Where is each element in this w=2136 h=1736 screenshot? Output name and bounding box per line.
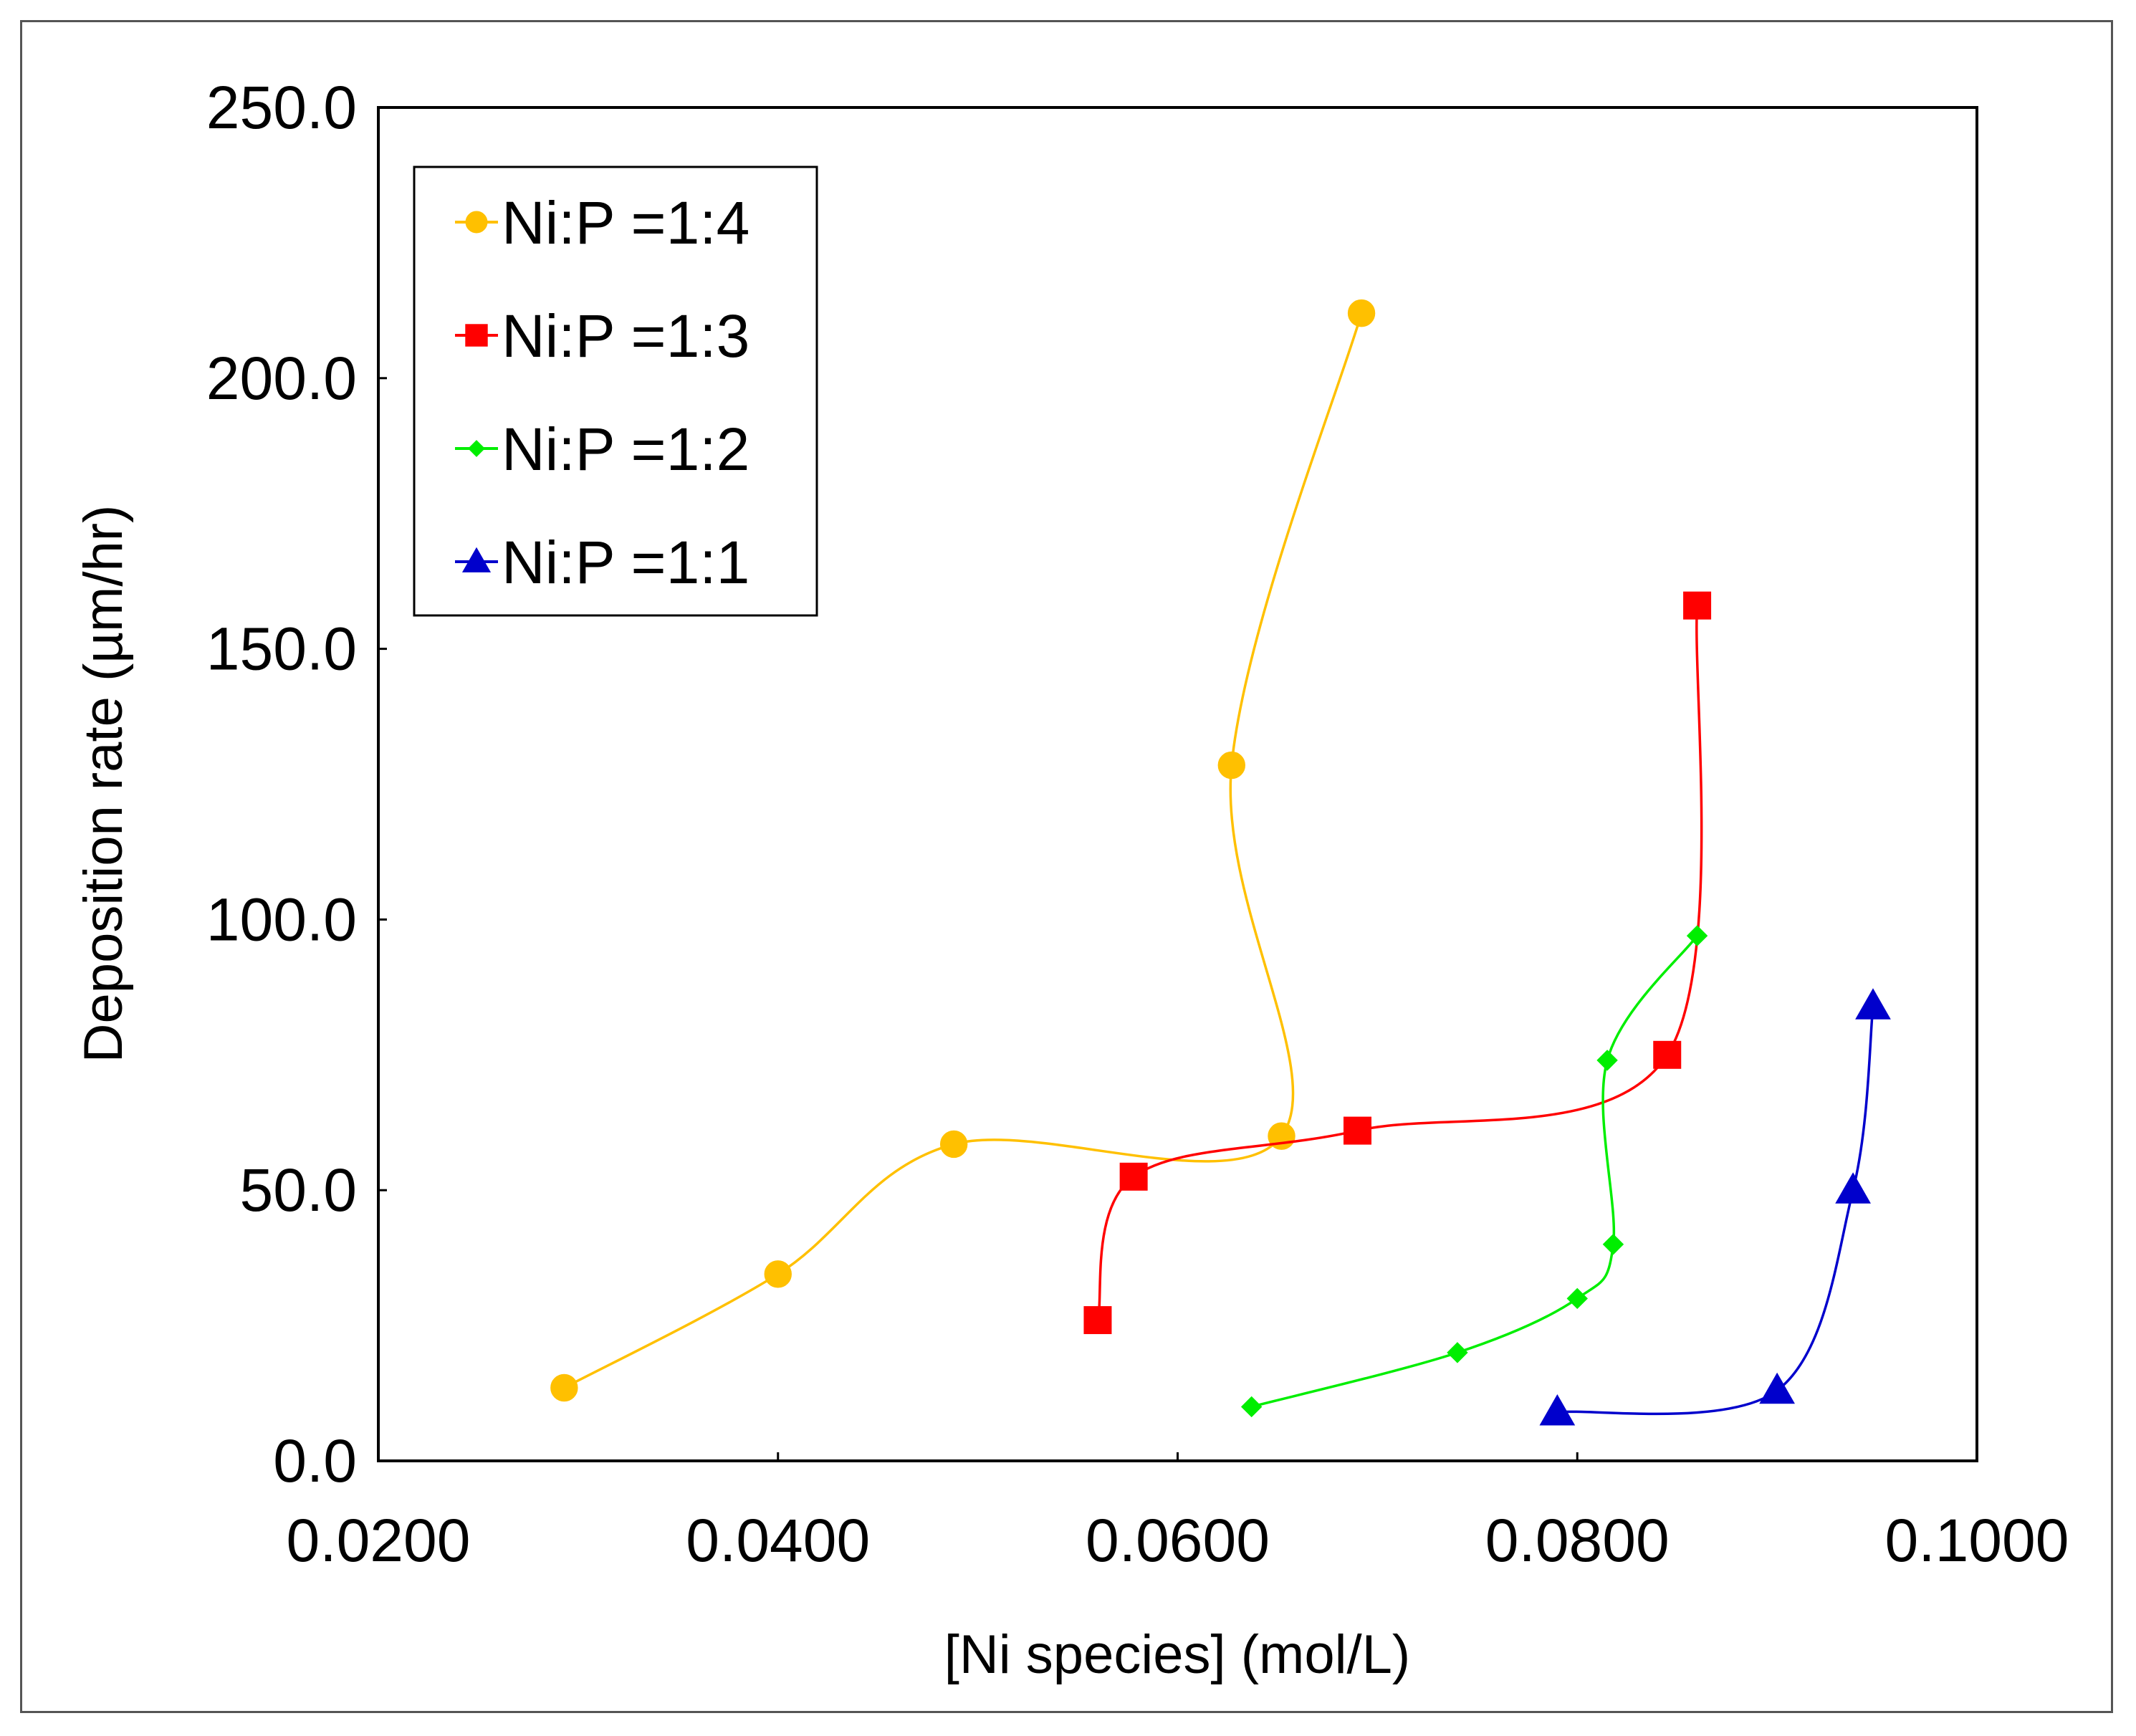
legend-box (413, 166, 818, 617)
legend-marker (465, 324, 488, 347)
x-tick-label: 0.1000 (1885, 1507, 2069, 1574)
data-point (1217, 751, 1245, 780)
data-point (1835, 1172, 1871, 1204)
data-point (1566, 1287, 1588, 1310)
data-point (1119, 1162, 1148, 1191)
data-point (1083, 1306, 1112, 1335)
series-4 (1539, 988, 1891, 1426)
legend-label: Ni:P =1:4 (502, 189, 749, 256)
figure-frame (20, 20, 2113, 1713)
data-point (1602, 1234, 1624, 1255)
y-axis-ticks: 0.0 50.0 100.0 150.0 200.0 250.0 (206, 74, 387, 1495)
legend: Ni:P =1:4 Ni:P =1:3 Ni:P =1:2 Ni:P =1:1 (413, 166, 818, 617)
y-tick-label: 200.0 (206, 345, 357, 412)
x-axis-label: [Ni species] (mol/L) (944, 1624, 1410, 1685)
series-2 (1083, 591, 1712, 1335)
x-tick-label: 0.0800 (1485, 1507, 1670, 1574)
legend-label: Ni:P =1:2 (502, 416, 749, 483)
data-point (1596, 1050, 1618, 1071)
y-tick-label: 250.0 (206, 74, 357, 141)
y-tick-label: 50.0 (240, 1156, 358, 1224)
x-tick-label: 0.0600 (1086, 1507, 1270, 1574)
legend-label: Ni:P =1:1 (502, 529, 749, 596)
y-tick-label: 100.0 (206, 886, 357, 953)
data-point (550, 1373, 578, 1402)
series-line (1251, 935, 1698, 1409)
legend-label: Ni:P =1:3 (502, 302, 749, 370)
data-point (1539, 1394, 1576, 1426)
y-axis-label: Deposition rate (µm/hr) (73, 505, 134, 1063)
data-point (939, 1130, 968, 1159)
data-point (1447, 1342, 1468, 1363)
series-line (1096, 605, 1703, 1320)
x-tick-label: 0.0400 (686, 1507, 870, 1574)
y-tick-label: 0.0 (273, 1427, 357, 1495)
series-1 (550, 299, 1376, 1402)
data-point (1653, 1040, 1682, 1069)
data-point (1343, 1116, 1371, 1145)
legend-marker (461, 547, 492, 572)
data-point (1686, 925, 1708, 946)
series-layer (550, 299, 1891, 1426)
legend-marker (465, 211, 488, 234)
x-axis-ticks: 0.0200 0.0400 0.0600 0.0800 0.1000 (287, 1452, 2069, 1574)
data-point (1855, 988, 1891, 1020)
data-point (1683, 591, 1712, 620)
x-tick-label: 0.0200 (287, 1507, 471, 1574)
data-point (764, 1260, 792, 1288)
data-point (1347, 299, 1376, 327)
data-point (1240, 1396, 1263, 1418)
series-3 (1240, 925, 1708, 1418)
legend-marker (468, 440, 485, 457)
y-tick-label: 150.0 (206, 615, 357, 683)
series-line (1557, 1006, 1874, 1416)
data-point (1759, 1372, 1795, 1404)
